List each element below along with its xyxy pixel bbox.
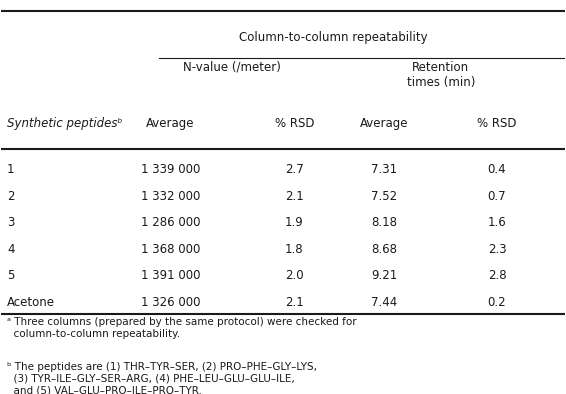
Text: Retention
times (min): Retention times (min) (406, 61, 475, 89)
Text: 0.4: 0.4 (488, 164, 507, 177)
Text: % RSD: % RSD (477, 117, 517, 130)
Text: 1 332 000: 1 332 000 (141, 190, 200, 203)
Text: 2.0: 2.0 (285, 269, 303, 282)
Text: 9.21: 9.21 (371, 269, 397, 282)
Text: 1.8: 1.8 (285, 243, 303, 256)
Text: Average: Average (360, 117, 409, 130)
Text: 1 391 000: 1 391 000 (140, 269, 200, 282)
Text: 2.1: 2.1 (285, 190, 303, 203)
Text: 5: 5 (7, 269, 14, 282)
Text: 2.8: 2.8 (488, 269, 507, 282)
Text: 1: 1 (7, 164, 15, 177)
Text: 1.6: 1.6 (488, 216, 507, 229)
Text: 1 286 000: 1 286 000 (140, 216, 200, 229)
Text: 4: 4 (7, 243, 15, 256)
Text: Average: Average (146, 117, 195, 130)
Text: Synthetic peptidesᵇ: Synthetic peptidesᵇ (7, 117, 122, 130)
Text: 3: 3 (7, 216, 14, 229)
Text: 8.18: 8.18 (371, 216, 397, 229)
Text: ᵃ Three columns (prepared by the same protocol) were checked for
  column-to-col: ᵃ Three columns (prepared by the same pr… (7, 317, 357, 339)
Text: 1 368 000: 1 368 000 (141, 243, 200, 256)
Text: 7.44: 7.44 (371, 296, 397, 309)
Text: 1.9: 1.9 (285, 216, 303, 229)
Text: Column-to-column repeatability: Column-to-column repeatability (239, 31, 428, 44)
Text: 2.7: 2.7 (285, 164, 303, 177)
Text: 2.1: 2.1 (285, 296, 303, 309)
Text: 7.52: 7.52 (371, 190, 397, 203)
Text: 1 326 000: 1 326 000 (140, 296, 200, 309)
Text: ᵇ The peptides are (1) THR–TYR–SER, (2) PRO–PHE–GLY–LYS,
  (3) TYR–ILE–GLY–SER–A: ᵇ The peptides are (1) THR–TYR–SER, (2) … (7, 362, 317, 394)
Text: 1 339 000: 1 339 000 (141, 164, 200, 177)
Text: 2.3: 2.3 (488, 243, 507, 256)
Text: 2: 2 (7, 190, 15, 203)
Text: 0.7: 0.7 (488, 190, 507, 203)
Text: N-value (/meter): N-value (/meter) (183, 61, 281, 74)
Text: % RSD: % RSD (275, 117, 314, 130)
Text: Acetone: Acetone (7, 296, 55, 309)
Text: 8.68: 8.68 (371, 243, 397, 256)
Text: 7.31: 7.31 (371, 164, 397, 177)
Text: 0.2: 0.2 (488, 296, 507, 309)
